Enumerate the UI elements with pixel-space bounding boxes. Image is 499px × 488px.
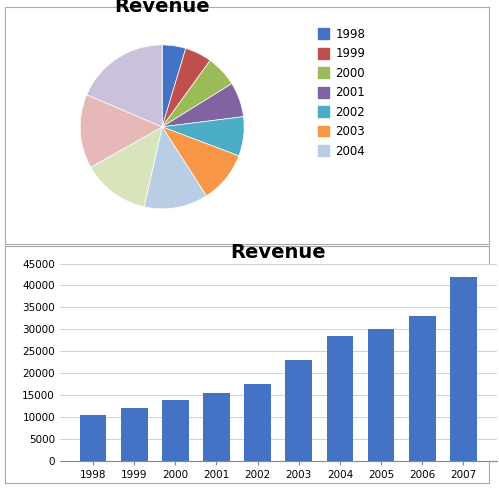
Bar <box>450 277 477 461</box>
Wedge shape <box>162 48 210 127</box>
Wedge shape <box>162 117 244 156</box>
Legend: 1998, 1999, 2000, 2001, 2002, 2003, 2004: 1998, 1999, 2000, 2001, 2002, 2003, 2004 <box>315 25 368 160</box>
Wedge shape <box>162 127 239 196</box>
Bar <box>80 415 106 461</box>
Bar <box>285 360 312 461</box>
Wedge shape <box>162 83 244 127</box>
Bar <box>409 316 436 461</box>
Bar <box>368 329 394 461</box>
Bar <box>326 336 353 461</box>
Bar <box>162 400 189 461</box>
Wedge shape <box>162 45 186 127</box>
Title: Revenue: Revenue <box>231 243 326 262</box>
Wedge shape <box>162 61 232 127</box>
Title: Revenue: Revenue <box>114 0 210 16</box>
Bar <box>203 393 230 461</box>
Wedge shape <box>91 127 162 207</box>
Bar <box>121 408 148 461</box>
Wedge shape <box>80 95 162 167</box>
Wedge shape <box>144 127 207 209</box>
Bar <box>244 385 271 461</box>
Wedge shape <box>87 45 162 127</box>
